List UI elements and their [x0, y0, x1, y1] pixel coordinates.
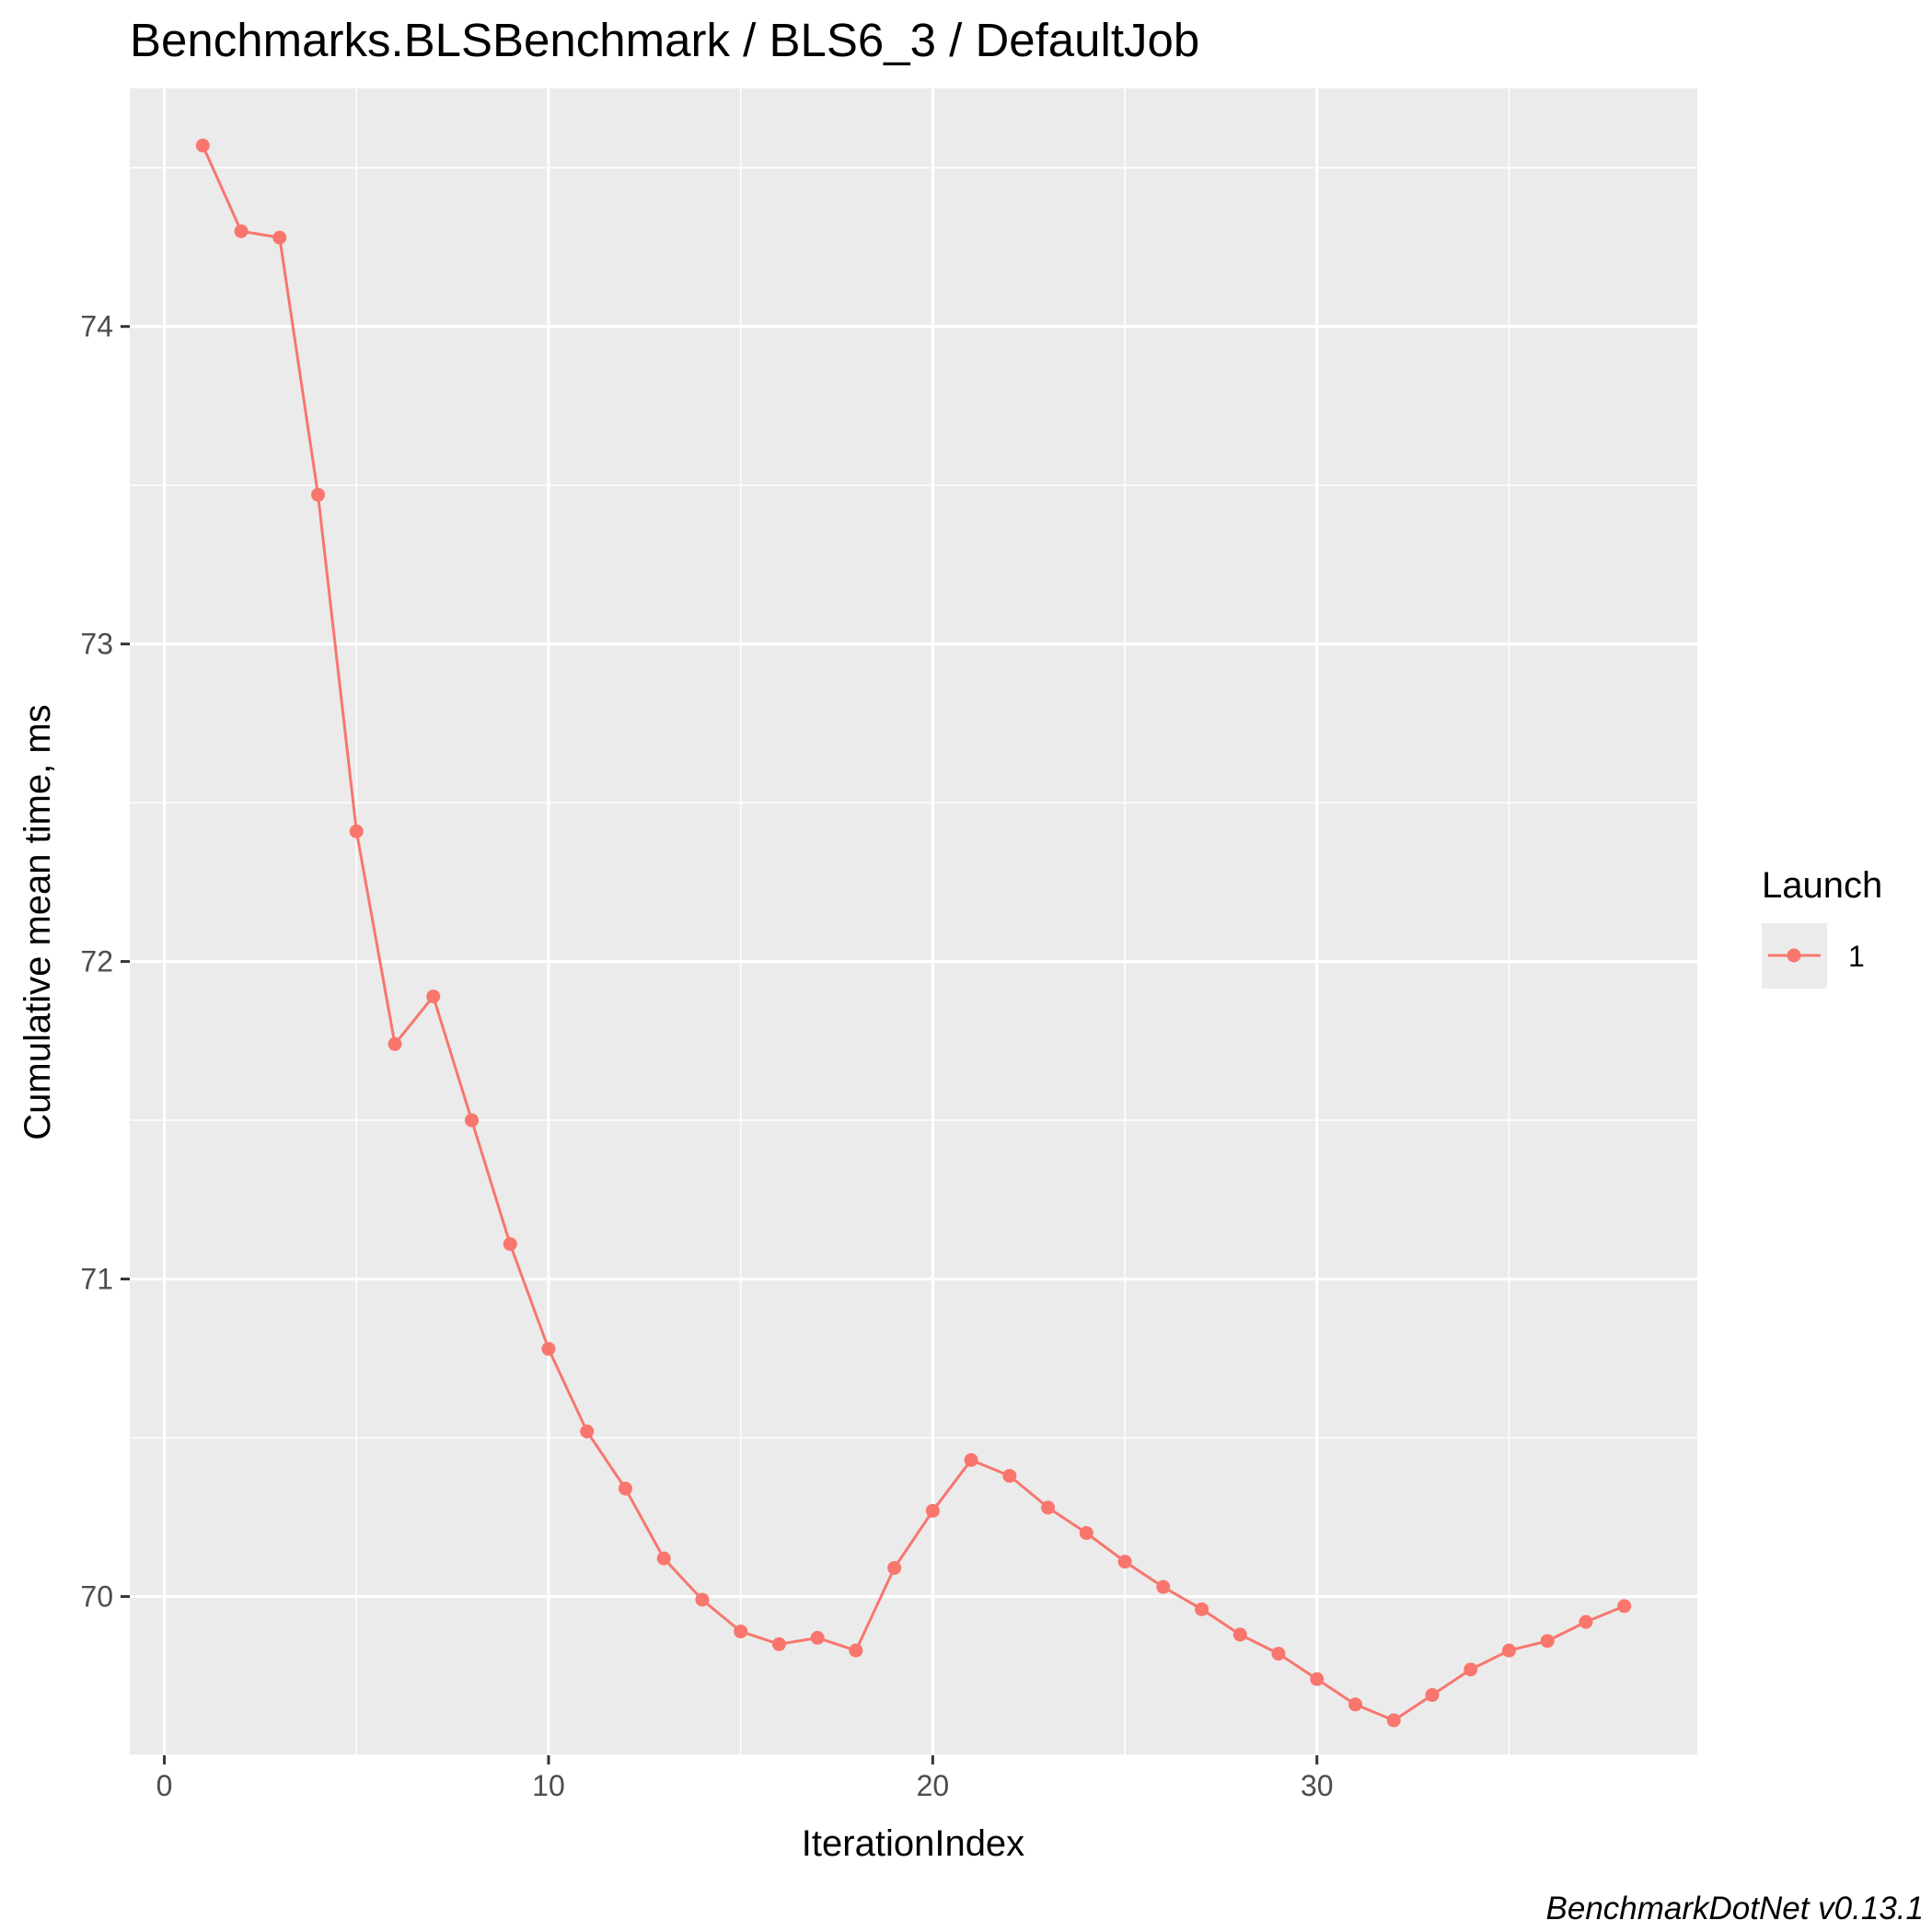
series-layer	[195, 138, 1632, 1728]
x-axis: 0 10 20 30	[156, 1755, 1334, 1802]
y-tick-label: 73	[80, 628, 113, 661]
data-point	[195, 138, 210, 153]
data-point	[1117, 1555, 1132, 1569]
data-point	[1540, 1634, 1555, 1649]
data-point	[734, 1624, 748, 1638]
data-point	[1156, 1579, 1171, 1594]
data-point	[1501, 1643, 1516, 1658]
data-point	[849, 1643, 863, 1658]
data-point	[925, 1503, 940, 1518]
data-point	[426, 989, 441, 1004]
data-point	[1232, 1627, 1247, 1642]
data-point	[810, 1630, 825, 1645]
data-point	[964, 1452, 978, 1467]
data-point	[618, 1481, 632, 1496]
data-point	[1079, 1526, 1093, 1541]
data-point	[311, 488, 326, 503]
data-point	[580, 1424, 595, 1439]
data-point	[272, 230, 287, 245]
data-point	[887, 1560, 902, 1575]
data-point	[656, 1551, 671, 1566]
y-axis: 70 71 72 73 74	[80, 310, 130, 1614]
grid-major	[130, 88, 1697, 1755]
x-tick-label: 30	[1301, 1769, 1334, 1802]
data-point	[1310, 1672, 1325, 1686]
x-tick-label: 10	[532, 1769, 565, 1802]
x-tick-label: 20	[917, 1769, 950, 1802]
data-point	[1425, 1687, 1440, 1702]
data-point	[1195, 1602, 1209, 1616]
legend-key-point	[1787, 948, 1801, 963]
y-axis-title: Cumulative mean time, ms	[17, 704, 58, 1140]
data-point	[464, 1113, 479, 1128]
data-point	[1348, 1697, 1363, 1712]
data-point	[695, 1592, 710, 1607]
data-point	[1386, 1713, 1401, 1728]
legend-label-1: 1	[1848, 940, 1865, 973]
data-point	[1002, 1468, 1017, 1483]
data-point	[388, 1036, 402, 1051]
data-point	[771, 1637, 786, 1651]
data-point	[234, 224, 249, 238]
chart-title: Benchmarks.BLSBenchmark / BLS6_3 / Defau…	[130, 14, 1199, 66]
x-axis-title: IterationIndex	[802, 1823, 1024, 1864]
data-point	[541, 1341, 556, 1356]
legend: Launch 1	[1762, 865, 1882, 989]
grid-minor	[130, 88, 1697, 1756]
data-point	[349, 824, 364, 839]
y-tick-label: 70	[80, 1580, 113, 1614]
x-tick-label: 0	[156, 1769, 173, 1802]
y-tick-label: 72	[80, 945, 113, 978]
plot-panel	[130, 88, 1697, 1755]
data-point	[503, 1237, 517, 1252]
data-point	[1617, 1599, 1632, 1614]
data-point	[1271, 1647, 1286, 1661]
y-tick-label: 71	[80, 1263, 113, 1296]
data-point	[1463, 1662, 1478, 1677]
caption: BenchmarkDotNet v0.13.1	[1546, 1891, 1924, 1926]
data-point	[1579, 1614, 1593, 1629]
y-tick-label: 74	[80, 310, 113, 343]
legend-title: Launch	[1762, 865, 1882, 906]
data-point	[1041, 1500, 1056, 1515]
